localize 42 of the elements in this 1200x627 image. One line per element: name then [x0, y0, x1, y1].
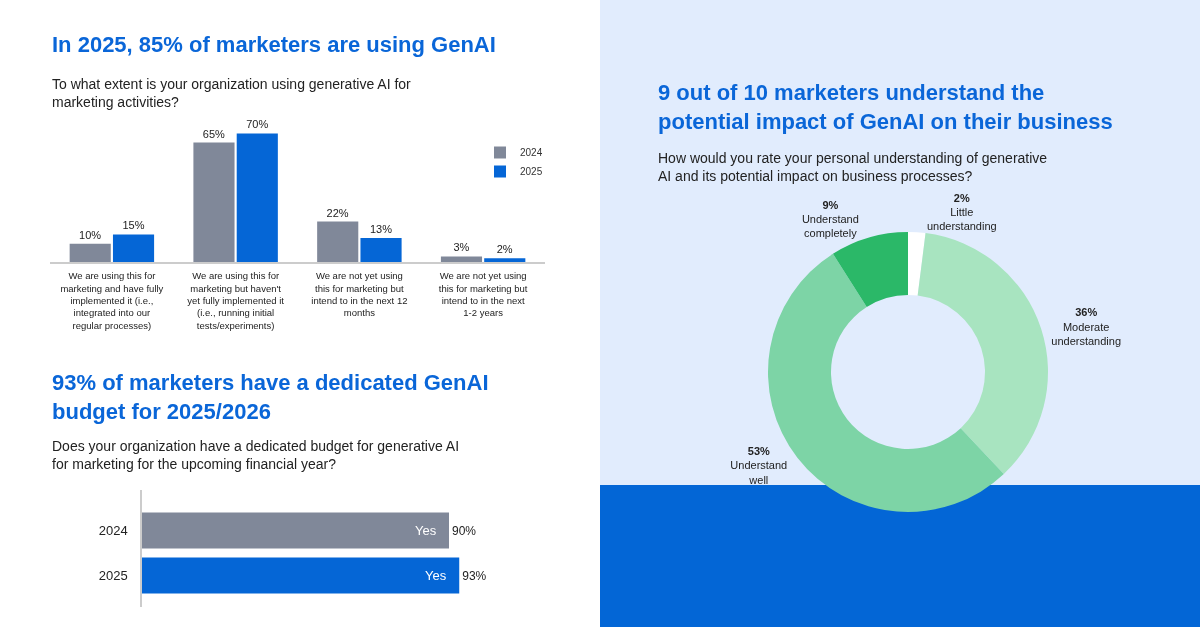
legend-label: 2025 [520, 166, 543, 178]
bar [360, 238, 402, 262]
chart-title: 93% of marketers have a dedicated GenAI budget for 2025/2026 [52, 370, 489, 424]
text: Yes [425, 568, 447, 583]
data-label: 2% [953, 191, 970, 204]
chart-subtitle: To what extent is your organization using generative AI for marketing activities? [52, 76, 412, 111]
data-label: 9% [822, 198, 839, 211]
slice-label: Understand well [730, 459, 788, 486]
data-label: 3% [453, 241, 470, 254]
chart-subtitle: How would you rate your personal understanding of generative AI and its potential impact on business processes? [658, 150, 1048, 185]
chart-title: In 2025, 85% of marketers are using GenAI [52, 32, 496, 57]
bar [236, 133, 278, 262]
data-label: 22% [326, 206, 349, 219]
slice-label: Understand completely [801, 212, 859, 240]
bar [112, 234, 155, 262]
x-tick-label: We are not yet using this for marketing but intend to in the next 1-2 years [438, 270, 528, 319]
donut-slice [908, 232, 926, 296]
chart-title: 9 out of 10 marketers understand the potential impact of GenAI on their business [658, 80, 1113, 134]
data-label: 93% [462, 568, 487, 583]
data-label: 53% [747, 445, 771, 458]
data-label: 90% [452, 523, 477, 538]
bar [484, 258, 526, 262]
donut-slice [917, 233, 1048, 475]
data-label: 10% [79, 228, 102, 241]
data-label: 36% [1075, 306, 1098, 319]
legend-label: 2024 [520, 147, 543, 159]
series-label: Yes [415, 523, 437, 538]
data-label: 65% [202, 127, 226, 140]
data-label: 70% [246, 118, 269, 131]
bar [317, 221, 359, 262]
data-label: 13% [369, 223, 393, 236]
slice-label: Moderate understanding [1051, 320, 1122, 348]
data-label: 15% [122, 219, 145, 232]
x-tick-label: We are not yet using this for marketing but intend to in the next 12 months [311, 270, 408, 319]
x-tick-label: We are using this for marketing and have fully implemented it (i.e., integrated into our regular processes) [60, 270, 164, 331]
bar [193, 142, 235, 262]
data-label: 2% [496, 243, 513, 256]
slice-label: Little understanding [926, 206, 997, 233]
x-tick-label: We are using this for marketing but haven't yet fully implemented it (i.e., running initial tests/experiments) [187, 270, 285, 331]
chart-subtitle: Does your organization have a dedicated budget for generative AI for marketing for the upcoming financial year? [52, 438, 460, 473]
bar [69, 243, 111, 262]
bar [440, 256, 483, 262]
